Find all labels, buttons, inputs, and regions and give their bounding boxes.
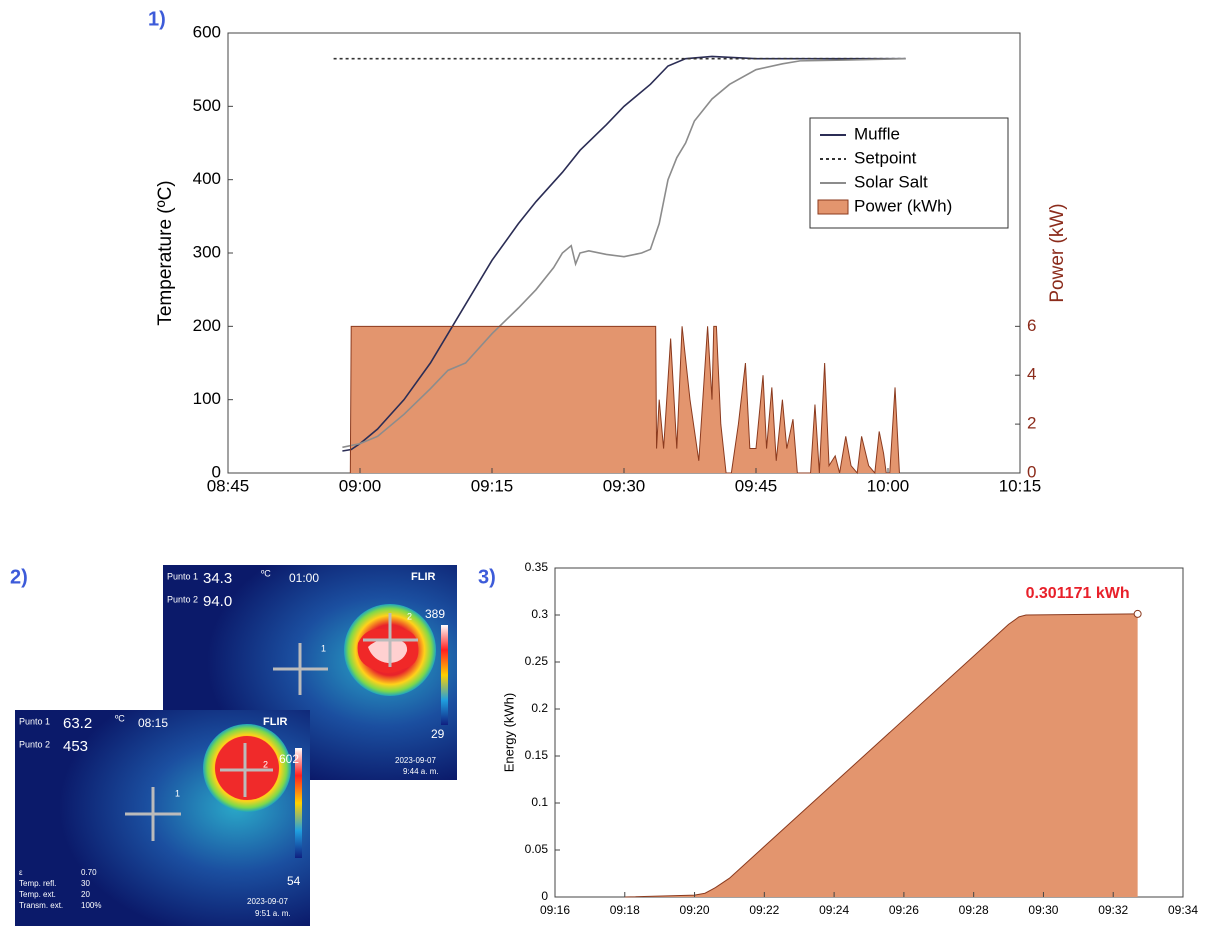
y-tick-label: 0.35 [525,560,549,574]
x-tick-label: 09:28 [959,903,989,917]
y-tick-label: 0.05 [525,842,549,856]
date: 2023-09-07 [247,897,288,906]
line [342,57,906,449]
thermal-image: Punto 1 63.2 ºC 08:15 FLIR Punto 2 453 1… [15,710,310,926]
annotation-label: 0.301171 kWh [1026,585,1130,602]
param-name: Temp. refl. [19,879,56,888]
y-tick-label: 0.3 [531,607,548,621]
x-tick-label: 09:16 [540,903,570,917]
clock: 9:44 a. m. [403,767,439,776]
y-tick-label: 200 [193,316,221,335]
marker-label: 1 [321,643,326,653]
x-tick-label: 09:30 [603,476,646,495]
x-tick-label: 09:26 [889,903,919,917]
x-tick-label: 10:00 [867,476,910,495]
brand: FLIR [411,571,435,583]
marker-label: 2 [263,759,268,769]
area-edge [624,613,1138,898]
legend-label: Muffle [854,124,900,143]
unit: ºC [115,713,125,723]
scale-max: 389 [425,607,445,621]
param-value: 30 [81,879,90,888]
x-tick-label: 09:18 [610,903,640,917]
y2-tick-label: 2 [1027,414,1036,433]
x-tick-label: 09:45 [735,476,778,495]
legend-label: Setpoint [854,148,917,167]
y-tick-label: 0.2 [531,701,548,715]
point-label: Punto 1 [19,716,50,726]
y2-tick-label: 6 [1027,316,1036,335]
y2-tick-label: 4 [1027,365,1036,384]
panel-label: 3) [478,566,496,588]
point-value: 453 [63,738,88,755]
brand: FLIR [263,716,287,728]
area-edge [349,325,900,475]
area-fill [350,326,900,473]
y2-axis-label: Power (kW) [1047,203,1068,302]
param-name: ε [19,868,23,877]
y-tick-label: 0 [212,462,221,481]
param-value: 20 [81,890,90,899]
legend-label: Solar Salt [854,172,928,191]
y-tick-label: 400 [193,169,221,188]
param-value: 100% [81,901,101,910]
x-tick-label: 09:00 [339,476,382,495]
point-label: Punto 1 [167,571,198,581]
time: 01:00 [289,571,319,585]
y-tick-label: 0.15 [525,748,549,762]
param-name: Transm. ext. [19,901,63,910]
marker-label: 1 [175,788,180,798]
y-axis-label: Temperature (ºC) [155,180,176,325]
unit: ºC [261,568,271,578]
param-name: Temp. ext. [19,890,56,899]
clock: 9:51 a. m. [255,909,291,918]
x-tick-label: 09:20 [680,903,710,917]
point-label: Punto 2 [19,739,50,749]
line [342,55,906,452]
time: 08:15 [138,716,168,730]
panel-label: 2) [10,566,28,588]
x-tick-label: 09:22 [749,903,779,917]
y-tick-label: 0.25 [525,654,549,668]
y-tick-label: 100 [193,389,221,408]
panel-label: 1) [148,8,166,30]
annotation-marker [1133,609,1142,618]
legend-swatch [817,199,849,215]
date: 2023-09-07 [395,756,436,765]
y-tick-label: 0 [541,889,548,903]
y2-tick-label: 0 [1027,462,1036,481]
x-tick-label: 09:24 [819,903,849,917]
scale-min: 54 [287,874,301,888]
x-tick-label: 08:45 [207,476,250,495]
param-value: 0.70 [81,868,97,877]
area-fill [624,613,1138,897]
point-value: 34.3 [203,570,232,587]
scale-max: 602 [279,752,299,766]
x-tick-label: 10:15 [999,476,1042,495]
x-tick-label: 09:34 [1168,903,1198,917]
point-value: 63.2 [63,715,92,732]
scale-min: 29 [431,727,445,741]
y-tick-label: 600 [193,22,221,41]
y-tick-label: 0.1 [531,795,548,809]
x-tick-label: 09:32 [1098,903,1128,917]
x-tick-label: 09:30 [1028,903,1058,917]
marker-label: 2 [407,611,412,621]
point-value: 94.0 [203,593,232,610]
y-tick-label: 300 [193,242,221,261]
legend-label: Power (kWh) [854,196,952,215]
y-axis-label: Energy (kWh) [501,693,516,772]
y-tick-label: 500 [193,96,221,115]
point-label: Punto 2 [167,594,198,604]
x-tick-label: 09:15 [471,476,514,495]
